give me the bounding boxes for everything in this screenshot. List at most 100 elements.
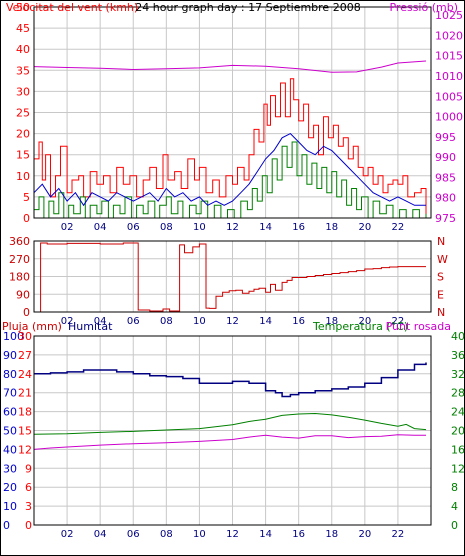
panel-2-x-tick-22: 22 xyxy=(392,529,405,540)
panel-2-rain-tick-30: 30 xyxy=(18,330,32,343)
panel-1-right-tick-2: S xyxy=(437,271,444,284)
panel-2-humidity-label: Humitat xyxy=(68,320,113,333)
panel-0-left-tick-35: 35 xyxy=(16,64,30,77)
panel-2-right-tick-20: 20 xyxy=(451,425,465,438)
panel-2-x-tick-18: 18 xyxy=(325,529,338,540)
panel-0-left-tick-40: 40 xyxy=(16,43,30,56)
panel-2-humidity-tick-90: 90 xyxy=(3,349,17,362)
panel-2-series-dewpoint xyxy=(33,434,426,450)
panel-2-humidity-tick-40: 40 xyxy=(3,443,17,456)
panel-2-right-tick-24: 24 xyxy=(451,406,465,419)
panel-1-left-tick-90: 90 xyxy=(16,288,30,301)
panel-0-x-tick-16: 16 xyxy=(292,222,305,233)
panel-2-right-tick-12: 12 xyxy=(451,462,465,475)
panel-1-x-tick-08: 08 xyxy=(160,316,173,327)
panel-0-left-tick-10: 10 xyxy=(16,170,30,183)
panel-2-rain-tick-9: 9 xyxy=(25,462,32,475)
panel-0-right-axis-label: Pressió (mb) xyxy=(389,1,458,14)
panel-0-series-gust xyxy=(34,78,427,218)
panel-1-x-tick-22: 22 xyxy=(392,316,405,327)
panel-0-left-tick-5: 5 xyxy=(23,191,30,204)
panel-0-x-tick-08: 08 xyxy=(160,222,173,233)
panel-2-x-tick-20: 20 xyxy=(358,529,371,540)
panel-1-x-tick-14: 14 xyxy=(259,316,272,327)
panel-2-x-tick-16: 16 xyxy=(292,529,305,540)
panel-2-rain-tick-12: 12 xyxy=(18,443,32,456)
panel-2-humidity-tick-0: 0 xyxy=(3,519,10,532)
panel-0-right-tick-985: 985 xyxy=(435,171,456,184)
panel-0-right-tick-1020: 1020 xyxy=(435,29,463,42)
panel-0-x-tick-10: 10 xyxy=(193,222,206,233)
panel-2-humidity-tick-30: 30 xyxy=(3,462,17,475)
panel-0-left-tick-20: 20 xyxy=(16,128,30,141)
panel-2-rain-label: Pluja (mm) xyxy=(2,320,62,333)
panel-2-x-tick-12: 12 xyxy=(226,529,239,540)
panel-2-rain-tick-27: 27 xyxy=(18,349,32,362)
panel-2-plot-border xyxy=(33,335,432,526)
panel-0-right-tick-1005: 1005 xyxy=(435,90,463,103)
panel-1-x-tick-10: 10 xyxy=(193,316,206,327)
panel-0-x-tick-02: 02 xyxy=(61,222,74,233)
panel-1-x-tick-16: 16 xyxy=(292,316,305,327)
panel-0-left-tick-15: 15 xyxy=(16,149,30,162)
panel-1-x-tick-20: 20 xyxy=(358,316,371,327)
panel-2-right-tick-4: 4 xyxy=(451,500,458,513)
panel-2-rain-tick-0: 0 xyxy=(25,519,32,532)
panel-1-left-tick-270: 270 xyxy=(9,253,30,266)
panel-2-temperature-label: Temperatura (°C) xyxy=(312,320,408,333)
panel-2-series-humidity xyxy=(34,362,427,398)
panel-0-right-tick-980: 980 xyxy=(435,192,456,205)
panel-0-series-pressure xyxy=(33,60,427,73)
panel-2-rain-tick-21: 21 xyxy=(18,387,32,400)
panel-0-series-avg xyxy=(33,132,426,207)
panel-1-right-tick-4: N xyxy=(437,235,445,248)
panel-0-title: 24 hour graph day : 17 Septiembre 2008 xyxy=(135,1,360,14)
panel-2-humidity-tick-80: 80 xyxy=(3,368,17,381)
panel-2-dewpoint-label: Punt rosada xyxy=(386,320,451,333)
panel-2-right-tick-16: 16 xyxy=(451,443,465,456)
panel-2-humidity-tick-100: 100 xyxy=(3,330,24,343)
panel-0-left-tick-25: 25 xyxy=(16,107,30,120)
panel-0-left-tick-50: 50 xyxy=(16,1,30,14)
panel-2-x-tick-06: 06 xyxy=(127,529,140,540)
panel-0-x-tick-22: 22 xyxy=(392,222,405,233)
panel-0-left-tick-45: 45 xyxy=(16,22,30,35)
panel-1-left-tick-180: 180 xyxy=(9,271,30,284)
panel-0-right-tick-1025: 1025 xyxy=(435,9,463,22)
panel-2-x-tick-08: 08 xyxy=(160,529,173,540)
panel-0-left-tick-30: 30 xyxy=(16,85,30,98)
panel-2-series-temperature xyxy=(33,412,427,435)
panel-1-x-tick-04: 04 xyxy=(94,316,107,327)
panel-2-humidity-tick-20: 20 xyxy=(3,481,17,494)
panel-0-right-tick-1010: 1010 xyxy=(435,70,463,83)
panel-1-x-tick-02: 02 xyxy=(61,316,74,327)
panel-2-humidity-tick-10: 10 xyxy=(3,500,17,513)
panel-0-x-tick-20: 20 xyxy=(358,222,371,233)
panel-1-right-tick-1: E xyxy=(437,288,444,301)
panel-1-right-tick-0: N xyxy=(437,306,445,319)
panel-0-plot-border xyxy=(33,6,432,219)
panel-0-left-axis-label: Velocitat del vent (kmh) xyxy=(6,1,138,14)
panel-2-x-tick-14: 14 xyxy=(259,529,272,540)
panel-0-right-tick-990: 990 xyxy=(435,151,456,164)
panel-0-right-tick-1015: 1015 xyxy=(435,50,463,63)
panel-2-humidity-tick-60: 60 xyxy=(3,406,17,419)
panel-0-x-tick-14: 14 xyxy=(259,222,272,233)
panel-2-x-tick-02: 02 xyxy=(61,529,74,540)
panel-0-x-tick-18: 18 xyxy=(325,222,338,233)
panel-0-x-tick-12: 12 xyxy=(226,222,239,233)
panel-1-x-tick-18: 18 xyxy=(325,316,338,327)
panel-2-rain-tick-3: 3 xyxy=(25,500,32,513)
panel-1-series-direction xyxy=(34,242,426,313)
panel-0-x-tick-06: 06 xyxy=(127,222,140,233)
panel-0-right-tick-1000: 1000 xyxy=(435,111,463,124)
panel-2-rain-tick-6: 6 xyxy=(25,481,32,494)
panel-2-right-tick-40: 40 xyxy=(451,330,465,343)
panel-1-plot-border xyxy=(33,240,432,313)
panel-2-humidity-tick-50: 50 xyxy=(3,425,17,438)
panel-2-right-tick-8: 8 xyxy=(451,481,458,494)
panel-2-right-tick-0: 0 xyxy=(451,519,458,532)
panel-2-rain-tick-18: 18 xyxy=(18,406,32,419)
panel-0-right-tick-975: 975 xyxy=(435,212,456,225)
